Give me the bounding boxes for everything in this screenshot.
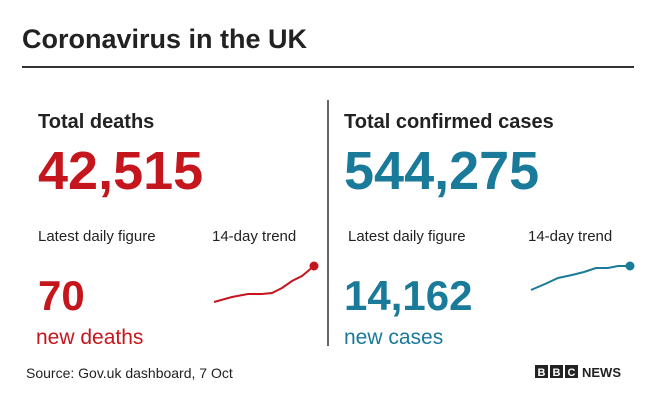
- trend-line: [530, 265, 630, 291]
- bbc-logo: B B C NEWS: [535, 365, 621, 380]
- latest-unit: new cases: [344, 326, 443, 349]
- latest-unit: new deaths: [36, 326, 143, 349]
- panel-heading: Total deaths: [38, 111, 154, 133]
- trend-label: 14-day trend: [528, 228, 612, 245]
- panel-heading: Total confirmed cases: [344, 111, 554, 133]
- logo-box: [535, 365, 548, 378]
- logo-brand: NEWS: [582, 365, 621, 380]
- title: Coronavirus in the UK: [22, 24, 308, 54]
- logo-letter: C: [568, 367, 576, 379]
- logo-letter: B: [553, 367, 561, 379]
- panel-total: 544,275: [344, 141, 539, 201]
- panel-total: 42,515: [38, 141, 203, 201]
- trend-label: 14-day trend: [212, 228, 296, 245]
- latest-label: Latest daily figure: [38, 228, 156, 245]
- trend-line: [213, 265, 315, 303]
- latest-value: 70: [38, 272, 85, 319]
- latest-value: 14,162: [344, 272, 472, 319]
- latest-label: Latest daily figure: [348, 228, 466, 245]
- source: Source: Gov.uk dashboard, 7 Oct: [26, 365, 233, 381]
- logo-box: [550, 365, 563, 378]
- logo-letter: B: [538, 367, 546, 379]
- logo-box: [565, 365, 578, 378]
- trend-dot: [309, 261, 319, 271]
- trend-dot: [625, 261, 635, 271]
